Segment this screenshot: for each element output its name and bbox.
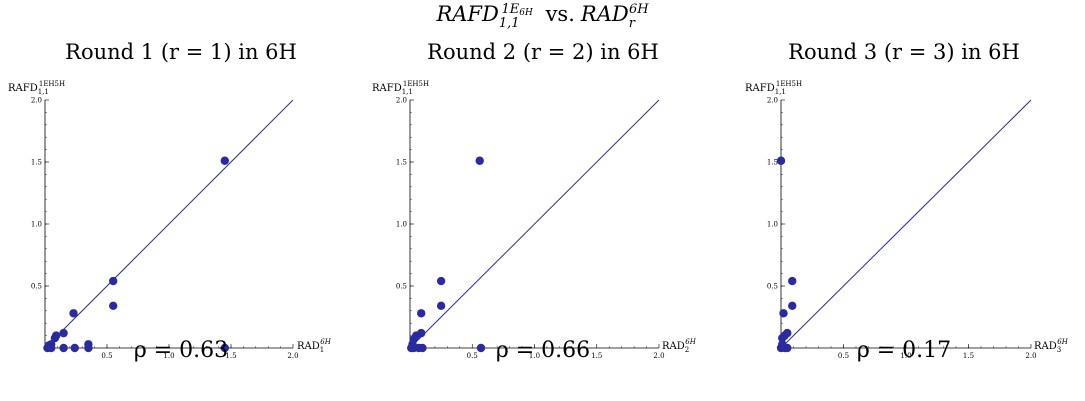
data-point bbox=[84, 343, 93, 353]
scatter-panel-1: Round 1 (r = 1) in 6H RAFD1,11EH5H RAD16… bbox=[0, 30, 362, 401]
y-axis-label: RAFD1,11EH5H bbox=[8, 80, 66, 96]
correlation-label: ρ = 0.63 bbox=[133, 338, 229, 363]
chart-main-title: RAFD1,11E6H vs. RADr6H bbox=[436, 2, 649, 31]
data-point bbox=[417, 309, 426, 318]
y-tick-label: 1.0 bbox=[767, 221, 778, 229]
data-point bbox=[70, 343, 79, 353]
data-point bbox=[476, 343, 486, 353]
scatter-plot: 0.5 1.0 1.5 2.0 0.5 1.0 1.5 2.0 bbox=[396, 97, 665, 361]
x-tick-label: 1.0 bbox=[529, 352, 540, 360]
x-tick-label: 2.0 bbox=[287, 352, 298, 360]
x-tick-label: 1.5 bbox=[225, 352, 236, 360]
y-tick-label: 0.5 bbox=[396, 283, 407, 291]
x-tick-label: 2.0 bbox=[1025, 352, 1036, 360]
correlation-label: ρ = 0.17 bbox=[856, 338, 952, 363]
data-point bbox=[220, 156, 229, 165]
reference-line bbox=[409, 99, 660, 349]
y-tick-label: 2.0 bbox=[767, 97, 778, 105]
y-tick-label: 0.5 bbox=[31, 283, 42, 291]
reference-line bbox=[44, 99, 294, 349]
scatter-plot: 0.5 1.0 1.5 2.0 0.5 1.0 1.5 2.0 bbox=[767, 97, 1037, 361]
data-point bbox=[47, 343, 56, 353]
y-tick-label: 1.5 bbox=[767, 159, 778, 167]
y-tick-label: 1.0 bbox=[31, 221, 42, 229]
data-point bbox=[109, 301, 118, 311]
data-point bbox=[418, 343, 427, 353]
y-tick-label: 1.5 bbox=[396, 159, 407, 167]
x-tick-label: 2.0 bbox=[653, 352, 664, 360]
x-tick-label: 0.5 bbox=[838, 352, 849, 360]
data-point bbox=[59, 328, 68, 338]
y-axis-label: RAFD1,11EH5H bbox=[745, 80, 803, 96]
data-point bbox=[69, 309, 78, 318]
correlation-label: ρ = 0.66 bbox=[495, 338, 591, 363]
scatter-panel-2: Round 2 (r = 2) in 6H RAFD1,11EH5H RAD26… bbox=[362, 30, 724, 401]
panel-title: Round 1 (r = 1) in 6H bbox=[65, 40, 297, 64]
scatter-plot: 0.5 1.0 1.5 2.0 0.5 1.0 1.5 2.0 bbox=[31, 97, 299, 361]
data-point bbox=[417, 328, 426, 338]
y-tick-label: 1.5 bbox=[31, 159, 42, 167]
data-point bbox=[109, 276, 118, 286]
x-tick-label: 0.5 bbox=[467, 352, 478, 360]
panel-title: Round 2 (r = 2) in 6H bbox=[427, 40, 659, 64]
x-axis-label: RAD36H bbox=[1034, 338, 1068, 354]
x-tick-label: 1.0 bbox=[163, 352, 174, 360]
data-point bbox=[475, 156, 484, 165]
data-point bbox=[220, 343, 229, 353]
scatter-panel-3: Round 3 (r = 3) in 6H RAFD1,11EH5H RAD36… bbox=[723, 30, 1085, 401]
data-point bbox=[779, 309, 788, 318]
x-axis-label: RAD16H bbox=[297, 338, 331, 354]
data-point bbox=[783, 343, 792, 353]
x-tick-label: 0.5 bbox=[101, 352, 112, 360]
y-tick-label: 1.0 bbox=[396, 221, 407, 229]
data-point bbox=[783, 328, 792, 338]
data-point bbox=[776, 156, 786, 165]
data-point bbox=[436, 276, 446, 286]
panel-title: Round 3 (r = 3) in 6H bbox=[788, 40, 1020, 64]
data-point bbox=[436, 301, 446, 311]
x-axis-label: RAD26H bbox=[662, 338, 696, 354]
data-point bbox=[788, 301, 797, 311]
y-axis-label: RAFD1,11EH5H bbox=[372, 80, 430, 96]
x-tick-label: 1.0 bbox=[900, 352, 911, 360]
x-tick-label: 1.5 bbox=[591, 352, 602, 360]
data-point bbox=[51, 331, 61, 340]
reference-line bbox=[780, 99, 1032, 349]
y-tick-label: 0.5 bbox=[767, 283, 778, 291]
y-tick-label: 2.0 bbox=[396, 97, 407, 105]
data-point bbox=[59, 343, 68, 353]
data-point bbox=[788, 276, 797, 286]
y-tick-label: 2.0 bbox=[31, 97, 42, 105]
x-tick-label: 1.5 bbox=[963, 352, 974, 360]
